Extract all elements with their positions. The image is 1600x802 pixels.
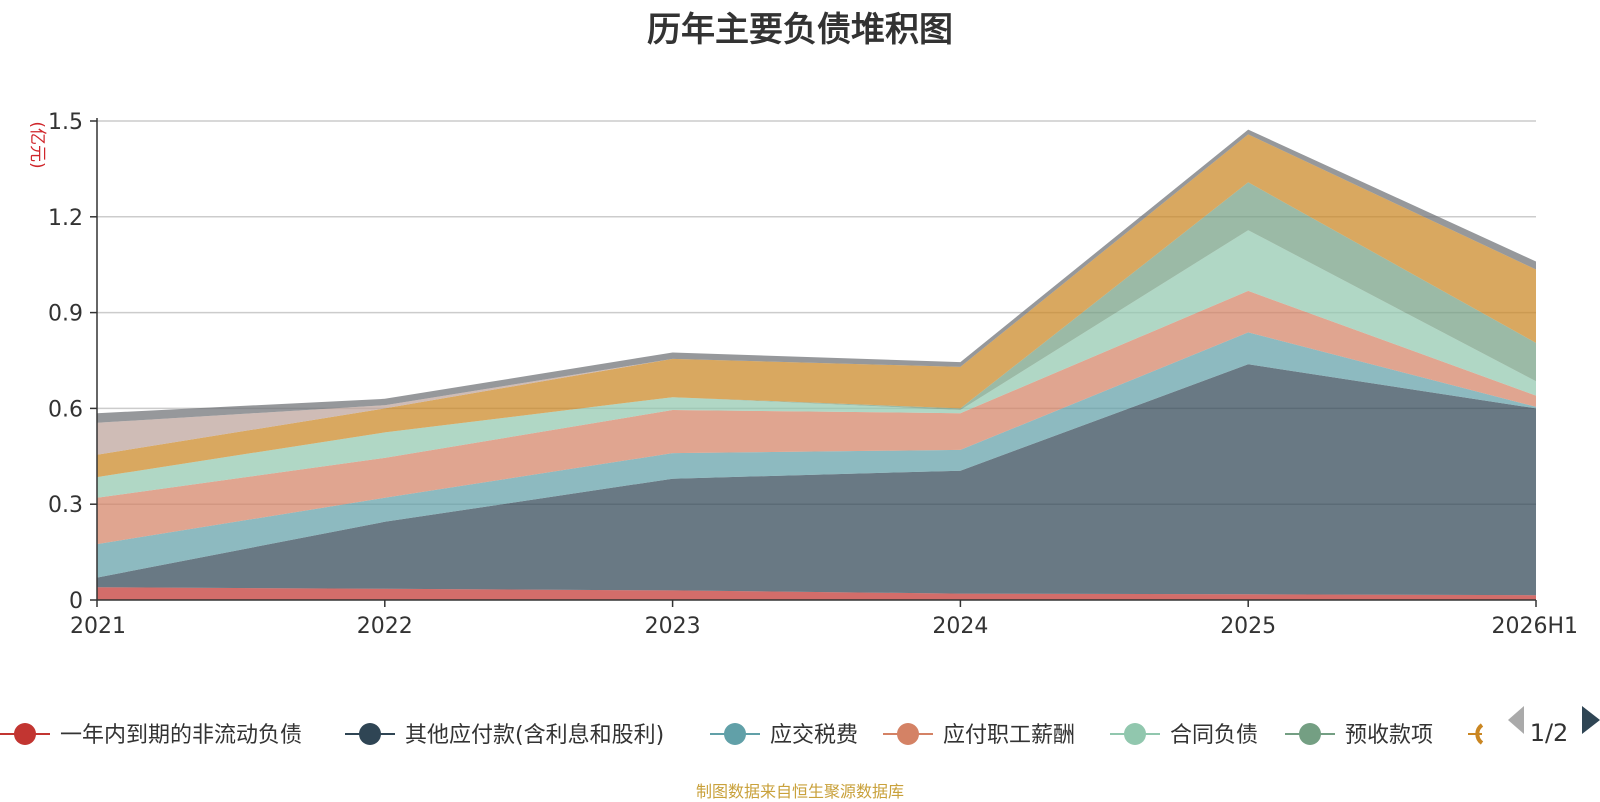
legend-item[interactable]: 应付职工薪酬 xyxy=(883,723,1075,748)
x-tick-label: 2023 xyxy=(645,614,701,639)
legend-prev-icon[interactable] xyxy=(1508,706,1524,734)
legend-marker-icon xyxy=(1124,723,1146,745)
legend-marker-icon xyxy=(897,723,919,745)
y-axis-unit-label: (亿元) xyxy=(27,121,47,168)
legend-label: 应交税费 xyxy=(770,723,858,748)
x-tick-label: 2025 xyxy=(1220,614,1276,639)
area-series-3 xyxy=(97,290,1536,545)
x-tick-label: 2021 xyxy=(70,614,126,639)
area-series-6 xyxy=(97,134,1536,478)
x-tick-label: 2022 xyxy=(357,614,413,639)
y-tick-label: 0 xyxy=(69,589,83,614)
legend-next-icon[interactable] xyxy=(1582,706,1600,734)
y-tick-label: 0.9 xyxy=(48,302,83,327)
legend-label: 应付职工薪酬 xyxy=(943,723,1075,748)
legend-label: 其他应付款(含利息和股利) xyxy=(405,723,664,748)
area-series-1 xyxy=(97,364,1536,596)
x-tick-label: 2026H1 xyxy=(1491,614,1578,639)
legend-marker-icon xyxy=(14,723,36,745)
area-series-2 xyxy=(97,332,1536,578)
area-series-0 xyxy=(97,587,1536,600)
y-tick-label: 1.5 xyxy=(48,110,83,135)
y-tick-label: 0.3 xyxy=(48,493,83,518)
x-tick-label: 2024 xyxy=(932,614,988,639)
area-series-7 xyxy=(97,134,1536,455)
legend-item[interactable]: 其他应付款(含利息和股利) xyxy=(345,723,664,748)
legend-label: 合同负债 xyxy=(1170,723,1258,748)
legend-overflow-item xyxy=(1468,723,1484,745)
axes: 0 0.3 0.6 0.9 1.2 1.5 2021 2022 2023 2024 2025 2026… xyxy=(48,110,1578,639)
legend-marker-icon xyxy=(1299,723,1321,745)
legend-page-indicator: 1/2 xyxy=(1530,719,1569,747)
source-note: 制图数据来自恒生聚源数据库 xyxy=(695,782,904,801)
chart-title: 历年主要负债堆积图 xyxy=(647,10,953,50)
area-series-5 xyxy=(97,182,1536,478)
legend-item[interactable]: 应交税费 xyxy=(710,723,858,748)
legend-item[interactable]: 预收款项 xyxy=(1285,723,1433,748)
y-tick-label: 1.2 xyxy=(48,206,83,231)
y-tick-label: 0.6 xyxy=(48,397,83,422)
legend-item[interactable]: 合同负债 xyxy=(1110,723,1258,748)
legend-label: 预收款项 xyxy=(1345,723,1433,748)
legend-pager: 1/2 xyxy=(1508,706,1600,747)
area-series-4 xyxy=(97,230,1536,498)
legend-marker-icon xyxy=(359,723,381,745)
legend: 一年内到期的非流动负债 其他应付款(含利息和股利) 应交税费 应付职工薪酬 合同负债 预收… xyxy=(0,723,1484,748)
stacked-areas xyxy=(97,129,1536,600)
legend-label: 一年内到期的非流动负债 xyxy=(60,723,302,748)
legend-item[interactable]: 一年内到期的非流动负债 xyxy=(0,723,302,748)
legend-marker-icon xyxy=(724,723,746,745)
legend-marker-icon xyxy=(1475,723,1484,745)
